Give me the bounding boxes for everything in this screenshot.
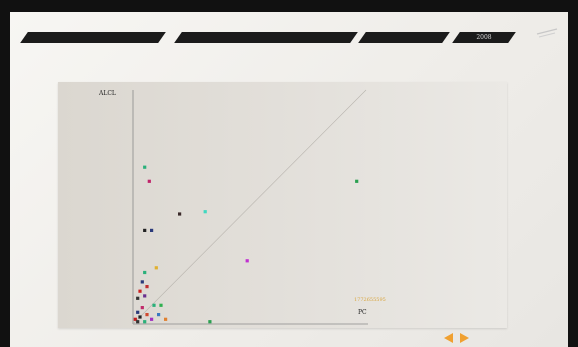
data-point[interactable] [154, 266, 158, 270]
data-point[interactable] [164, 317, 168, 321]
data-point[interactable] [143, 228, 147, 232]
data-point[interactable] [208, 320, 212, 324]
logo-icon [536, 28, 558, 38]
data-point[interactable] [355, 179, 359, 183]
data-point[interactable] [133, 317, 137, 321]
data-point[interactable] [136, 320, 140, 324]
data-point[interactable] [145, 285, 149, 289]
data-points [133, 165, 359, 324]
x-axis-label: PC [358, 309, 367, 316]
data-point[interactable] [143, 165, 147, 169]
data-point[interactable] [152, 303, 156, 307]
data-point[interactable] [159, 303, 163, 307]
data-point[interactable] [138, 289, 142, 293]
arrow-left-icon[interactable] [444, 333, 453, 343]
data-point[interactable] [147, 179, 151, 183]
data-point[interactable] [136, 310, 140, 314]
data-point[interactable] [157, 313, 161, 317]
arrow-right-icon[interactable] [460, 333, 469, 343]
data-point[interactable] [140, 306, 144, 310]
data-point[interactable] [143, 320, 147, 324]
data-point[interactable] [136, 296, 140, 300]
data-point[interactable] [178, 212, 182, 216]
data-point[interactable] [143, 270, 147, 275]
data-point[interactable] [143, 294, 147, 298]
reference-diagonal [132, 89, 367, 325]
y-axis-label: ALCL [99, 90, 116, 97]
data-point[interactable] [150, 228, 154, 232]
annotation-value: 1772655595 [354, 297, 386, 303]
year-label: 2008 [476, 34, 492, 41]
data-point[interactable] [150, 317, 154, 321]
data-point[interactable] [245, 259, 249, 263]
data-point[interactable] [138, 315, 142, 319]
data-point[interactable] [145, 313, 149, 317]
data-point[interactable] [140, 280, 144, 284]
data-point[interactable] [203, 210, 207, 214]
